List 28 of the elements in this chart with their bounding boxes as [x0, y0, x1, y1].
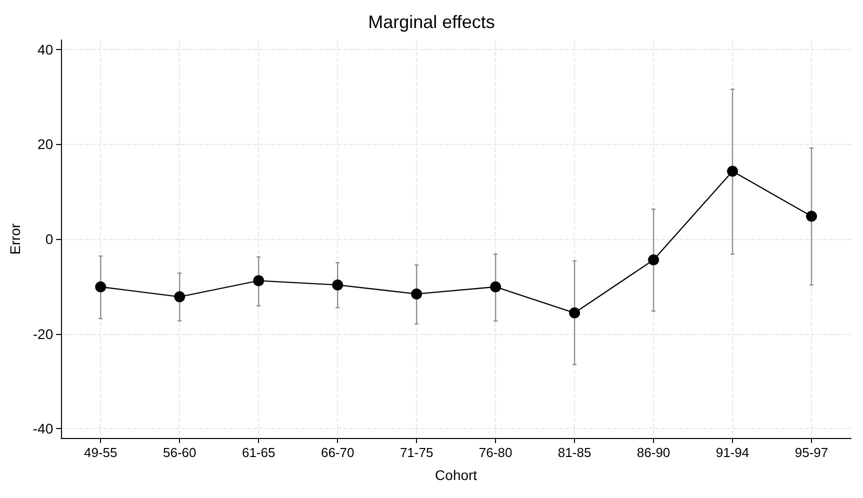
point	[806, 210, 818, 222]
x-tick-label: 95-97	[794, 445, 828, 460]
x-axis-title: Cohort	[435, 467, 478, 483]
y-tick-label: 0	[45, 231, 54, 247]
x-tick-label: 81-85	[558, 445, 592, 460]
y-tick-label: 40	[38, 41, 54, 58]
y-tick-label: 20	[38, 136, 54, 152]
point	[253, 275, 264, 286]
x-tick-label: 71-75	[400, 445, 434, 460]
x-tick-label: 56-60	[162, 445, 196, 460]
x-tick-label: 66-70	[320, 445, 354, 460]
x-tick-label: 76-80	[478, 445, 512, 460]
point	[332, 279, 344, 290]
point	[411, 288, 422, 300]
x-tick-label: 49-55	[84, 445, 118, 460]
point	[727, 166, 738, 177]
y-axis-title: Error	[7, 223, 23, 255]
point	[95, 281, 106, 292]
point	[569, 307, 580, 318]
point	[648, 254, 660, 266]
y-tick-label: -40	[32, 420, 54, 437]
x-tick-label: 91-94	[716, 445, 750, 460]
x-tick-label: 86-90	[636, 445, 670, 460]
point	[174, 291, 186, 302]
point	[490, 281, 502, 292]
x-tick-label: 61-65	[242, 445, 276, 460]
y-tick-label: -20	[32, 326, 54, 342]
chart-title: Marginal effects	[368, 12, 495, 32]
